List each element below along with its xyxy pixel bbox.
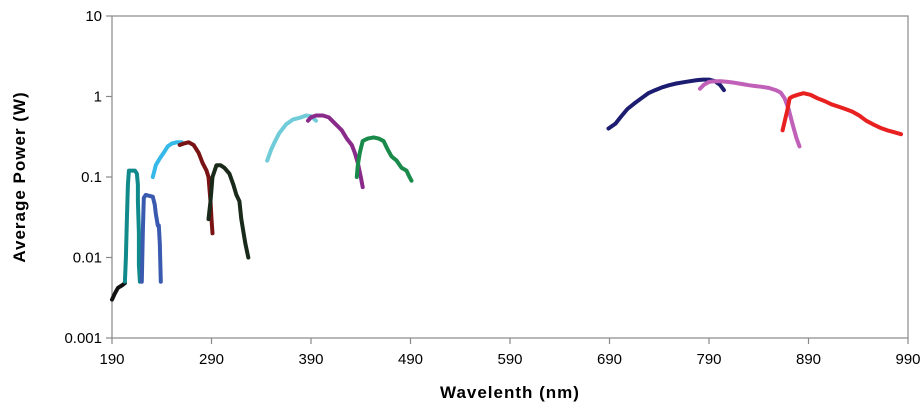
series-line-6 [206,163,251,260]
y-tick-label: 10 [85,8,102,25]
series-line-9 [354,135,414,183]
y-tick-label: 0.01 [73,250,102,267]
series-line-4 [150,140,184,179]
series-line-2 [122,168,142,284]
axis-layer: 190 290 390 490 590 690 790 890 990 0.001 0.01 0.1 1… [64,8,920,368]
x-tick-label: 590 [497,351,522,368]
x-tick-label: 690 [597,351,622,368]
x-tick-label: 190 [99,351,124,368]
series-layer [110,77,903,302]
series-line-12 [780,91,903,137]
series-line-7 [265,113,318,163]
x-tick-label: 290 [199,351,224,368]
x-tick-label: 890 [796,351,821,368]
y-tick-label: 0.001 [64,330,102,347]
plot-area [111,15,909,339]
y-axis-title: Average Power (W) [10,91,29,262]
series-line-1 [110,281,127,302]
series-line-3 [139,192,163,284]
x-tick-label: 390 [298,351,323,368]
y-tick-label: 1 [94,89,102,106]
y-tick-label: 0.1 [81,169,102,186]
x-tick-label: 490 [398,351,423,368]
x-axis-title: Wavelenth (nm) [440,383,580,402]
series-line-10 [606,77,726,131]
x-tick-label: 790 [696,351,721,368]
x-tick-label: 990 [895,351,920,368]
